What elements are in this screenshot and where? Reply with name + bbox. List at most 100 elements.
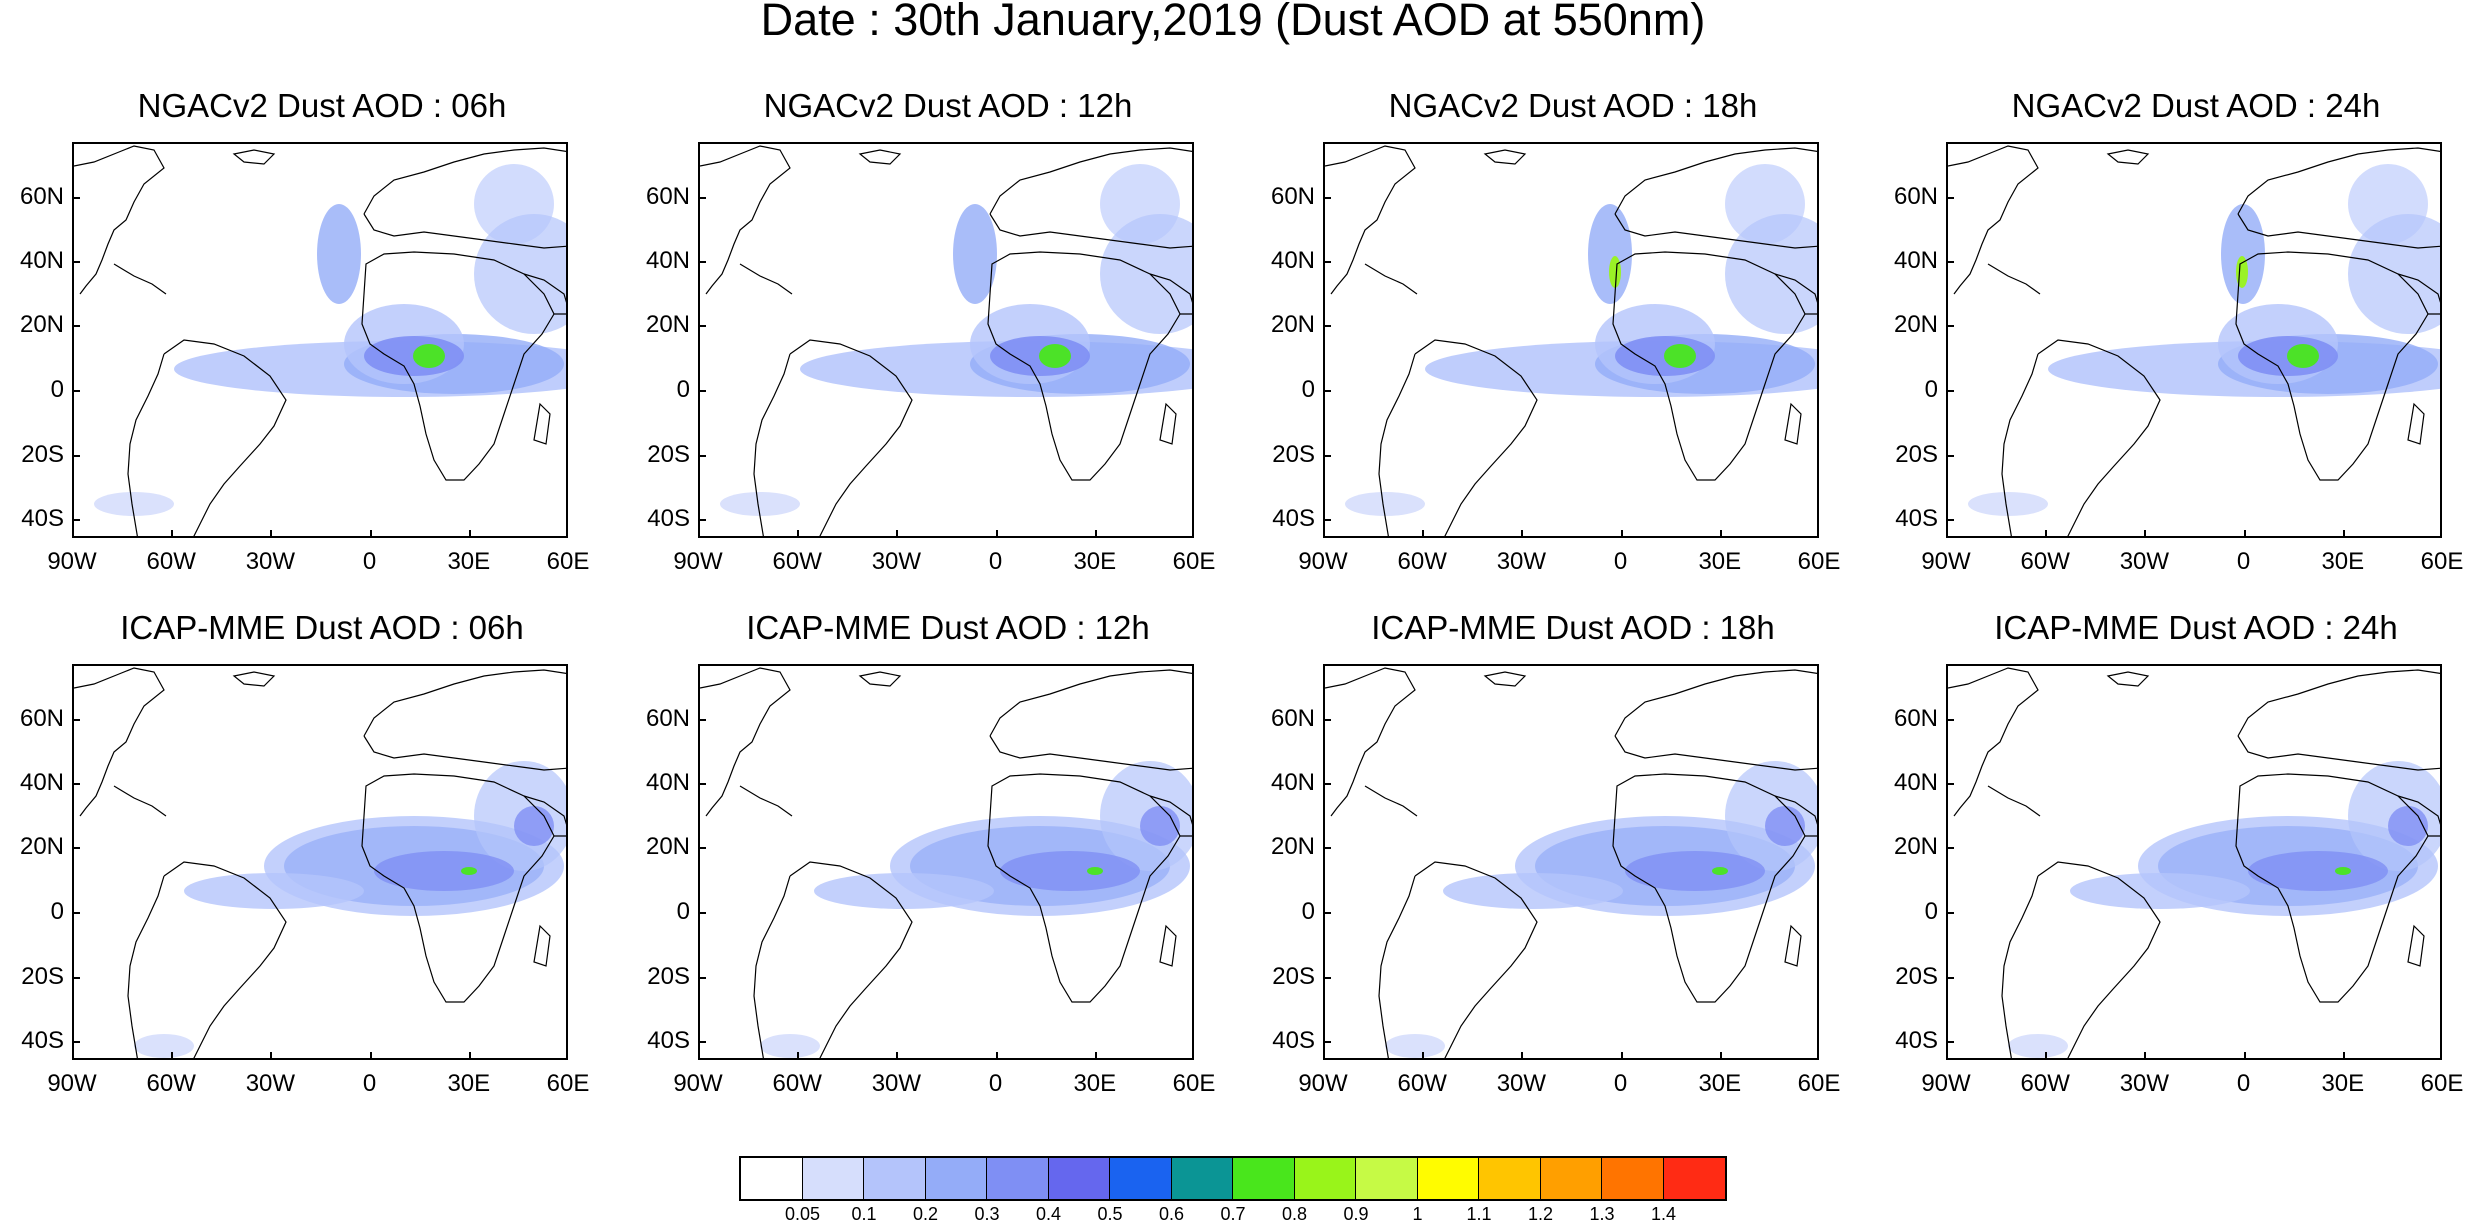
panel-title: ICAP-MME Dust AOD : 24h [1994,609,2398,646]
longitude-tick-mark [1422,1052,1425,1060]
latitude-tick-mark [1323,846,1331,849]
map-panel: NGACv2 Dust AOD : 12h 60N 40N 20N 0 20S 40S 90W… [646,87,1215,574]
latitude-tick-label: 20N [19,832,64,860]
latitude-tick-label: 40S [1272,504,1315,532]
longitude-tick-label: 30E [1698,1070,1742,1097]
longitude-tick-mark [2045,530,2048,538]
latitude-tick-mark [72,1040,80,1043]
longitude-tick-label: 90W [1921,548,1971,575]
colorbar-label: 0.6 [1158,1204,1185,1224]
latitude-tick-label: 40S [1895,1026,1938,1054]
dust-aod-map [1325,145,1817,536]
latitude-tick-label: 40N [1270,246,1315,274]
longitude-tick-mark [2342,1052,2345,1060]
panel-title: ICAP-MME Dust AOD : 06h [120,609,524,646]
latitude-tick-label: 20N [1270,310,1315,338]
longitude-tick-label: 0 [988,548,1003,575]
longitude-tick-label: 0 [1613,548,1628,575]
latitude-tick-mark [1946,976,1954,979]
longitude-tick-label: 60W [2020,548,2070,575]
longitude-tick-mark [468,1052,471,1060]
longitude-tick-label: 0 [1613,1070,1628,1097]
latitude-tick-label: 60N [1270,182,1315,210]
panel-title: NGACv2 Dust AOD : 24h [2011,87,2381,124]
latitude-tick-mark [698,518,706,521]
dust-aod-map [700,145,1192,536]
longitude-tick-mark [270,1052,273,1060]
longitude-tick-label: 90W [673,1070,723,1097]
longitude-tick-mark [797,530,800,538]
colorbar-label: 0.1 [851,1204,877,1224]
latitude-tick-mark [72,324,80,327]
map-area [72,664,568,1060]
latitude-tick-label: 60N [645,182,690,210]
longitude-tick-label: 30E [1698,548,1742,575]
latitude-tick-mark [72,782,80,785]
colorbar-label: 1 [1412,1204,1423,1224]
latitude-tick-label: 20S [21,440,64,468]
latitude-tick-mark [1946,389,1954,392]
longitude-tick-label: 60W [2020,1070,2070,1097]
longitude-tick-mark [995,530,998,538]
longitude-tick-mark [1192,1052,1194,1060]
colorbar-swatch [1294,1158,1356,1199]
latitude-tick-label: 40N [645,768,690,796]
longitude-tick-label: 60W [772,1070,822,1097]
latitude-tick-mark [72,718,80,721]
longitude-tick-mark [1620,1052,1623,1060]
colorbar-swatch [802,1158,864,1199]
latitude-tick-mark [698,389,706,392]
longitude-tick-mark [1192,530,1194,538]
longitude-tick-mark [566,1052,568,1060]
longitude-tick-mark [797,1052,800,1060]
longitude-tick-label: 90W [1298,1070,1348,1097]
longitude-tick-label: 0 [988,1070,1003,1097]
longitude-tick-label: 30W [2119,1070,2170,1097]
latitude-tick-label: 40S [21,1026,64,1054]
latitude-tick-label: 0 [676,897,690,925]
longitude-tick-label: 0 [2236,1070,2251,1097]
longitude-tick-mark [2440,1052,2442,1060]
latitude-tick-label: 0 [1301,897,1315,925]
map-area [1946,664,2442,1060]
longitude-tick-mark [171,530,174,538]
panel-title: NGACv2 Dust AOD : 12h [763,87,1133,124]
latitude-tick-label: 60N [19,182,64,210]
longitude-tick-mark [468,530,471,538]
longitude-tick-label: 0 [362,548,377,575]
longitude-tick-label: 30W [871,548,922,575]
longitude-tick-label: 30W [245,548,296,575]
latitude-tick-label: 20S [21,962,64,990]
colorbar-swatch [1417,1158,1479,1199]
latitude-tick-mark [1946,718,1954,721]
latitude-tick-mark [1946,518,1954,521]
colorbar-label: 1.2 [1527,1204,1554,1224]
longitude-tick-label: 30E [447,548,491,575]
longitude-tick-label: 60E [546,1070,590,1097]
colorbar [739,1156,1727,1201]
map-panel: NGACv2 Dust AOD : 18h 60N 40N 20N 0 20S 40S 90W… [1271,87,1840,574]
longitude-tick-mark [896,1052,899,1060]
longitude-tick-label: 90W [47,548,97,575]
latitude-tick-label: 0 [676,375,690,403]
colorbar-label: 1.1 [1466,1204,1492,1224]
longitude-tick-label: 30W [245,1070,296,1097]
longitude-tick-label: 30W [871,1070,922,1097]
latitude-tick-mark [1323,454,1331,457]
longitude-tick-mark [1946,530,1948,538]
longitude-tick-label: 90W [673,548,723,575]
latitude-tick-mark [1946,782,1954,785]
longitude-tick-mark [698,1052,700,1060]
longitude-tick-mark [1719,530,1722,538]
dust-aod-map [74,667,566,1058]
latitude-tick-mark [1323,782,1331,785]
longitude-tick-mark [1422,530,1425,538]
colorbar-label: 1.4 [1650,1204,1677,1224]
latitude-tick-mark [72,454,80,457]
latitude-tick-label: 40N [19,246,64,274]
colorbar-label: 0.7 [1220,1204,1246,1224]
longitude-tick-mark [171,1052,174,1060]
latitude-tick-mark [1946,260,1954,263]
latitude-tick-label: 20N [19,310,64,338]
latitude-tick-label: 40N [19,768,64,796]
